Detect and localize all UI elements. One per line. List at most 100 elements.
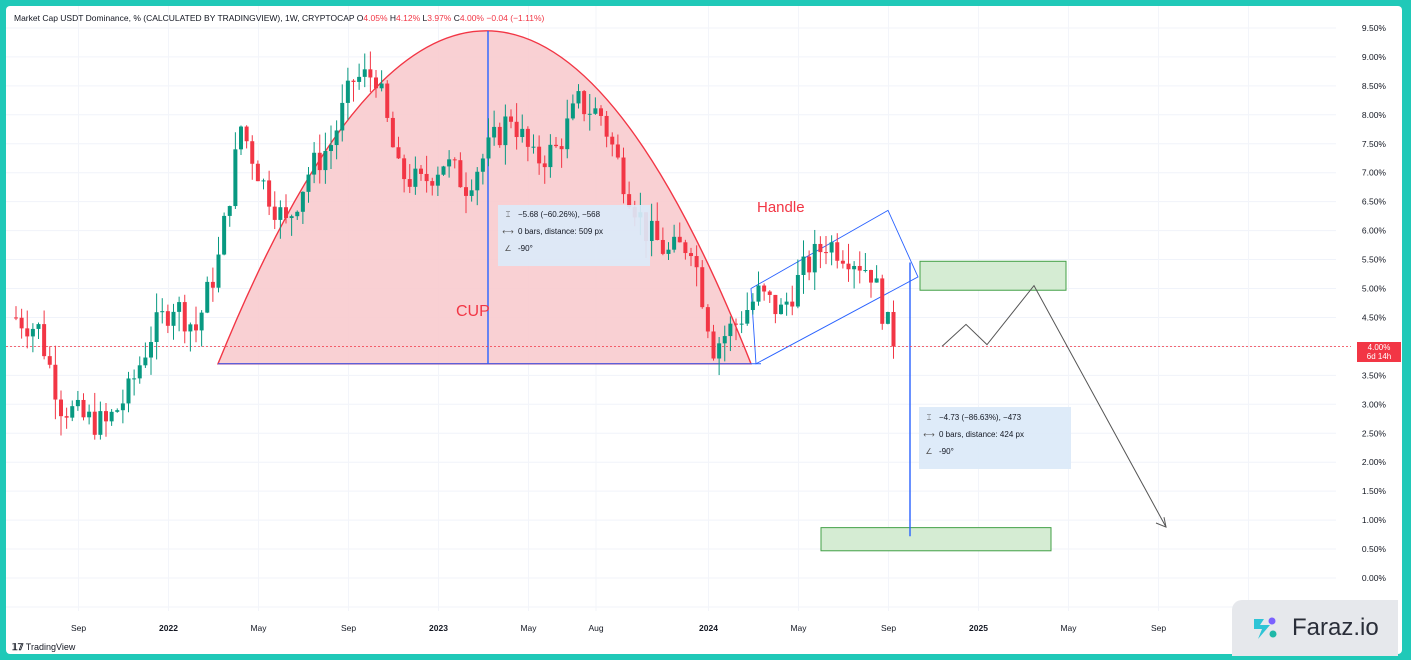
candle-body bbox=[424, 173, 429, 182]
candle-body bbox=[525, 128, 530, 147]
candle-body bbox=[717, 343, 722, 359]
x-tick-label: Sep bbox=[881, 623, 896, 633]
faraz-text: Faraz.io bbox=[1292, 614, 1379, 641]
candle-body bbox=[312, 152, 317, 175]
measure-2-bars: 0 bars, distance: 424 px bbox=[939, 430, 1024, 439]
candle-body bbox=[469, 190, 474, 196]
close-label: C bbox=[453, 13, 460, 23]
candle-body bbox=[300, 191, 305, 212]
x-tick-label: Sep bbox=[341, 623, 356, 633]
y-tick-label: 6.50% bbox=[1362, 197, 1387, 207]
candle-body bbox=[497, 126, 502, 146]
candle-body bbox=[559, 146, 564, 150]
candle-body bbox=[205, 281, 210, 313]
resistance-zone bbox=[919, 260, 1067, 291]
y-tick-label: 9.00% bbox=[1362, 52, 1387, 62]
candle-body bbox=[756, 285, 761, 302]
candle-body bbox=[587, 113, 592, 115]
candle-body bbox=[250, 141, 255, 164]
x-tick-label: 2023 bbox=[429, 623, 448, 633]
x-tick-label: 2024 bbox=[699, 623, 718, 633]
target-zone bbox=[820, 527, 1052, 552]
y-tick-label: 8.00% bbox=[1362, 110, 1387, 120]
candle-body bbox=[683, 242, 688, 254]
candle-body bbox=[509, 116, 513, 122]
high-label: H bbox=[389, 13, 397, 23]
candle-body bbox=[126, 378, 131, 404]
candle-body bbox=[368, 69, 373, 78]
candle-body bbox=[728, 323, 733, 337]
measure-box-2: ⌶ −4.73 (−86.63%), −473 ⟷ 0 bars, distance… bbox=[919, 407, 1071, 469]
candle-body bbox=[801, 256, 806, 275]
candle-body bbox=[576, 91, 581, 104]
measure-box-1: ⌶ −5.68 (−60.26%), −568 ⟷ 0 bars, distance… bbox=[498, 205, 650, 266]
candle-body bbox=[762, 285, 767, 292]
candle-body bbox=[289, 216, 294, 219]
candle-body bbox=[846, 263, 851, 270]
faraz-logo-icon bbox=[1254, 617, 1277, 639]
y-tick-label: 5.50% bbox=[1362, 255, 1387, 265]
measure-1-bars: 0 bars, distance: 509 px bbox=[518, 227, 603, 236]
bars-range-icon: ⟷ bbox=[923, 430, 935, 439]
candle-body bbox=[199, 312, 204, 331]
x-tick-label: Sep bbox=[1151, 623, 1166, 633]
candle-body bbox=[891, 311, 896, 347]
candle-body bbox=[818, 243, 823, 253]
candle-body bbox=[570, 103, 575, 119]
y-tick-label: 1.00% bbox=[1362, 515, 1387, 525]
candle-body bbox=[413, 168, 418, 187]
candle-body bbox=[402, 158, 407, 180]
candle-body bbox=[885, 311, 890, 324]
candle-body bbox=[745, 310, 750, 324]
drawings-back bbox=[6, 30, 1351, 552]
candle-body bbox=[520, 128, 525, 138]
candle-body bbox=[767, 291, 772, 295]
candle-body bbox=[711, 331, 716, 359]
tradingview-logo[interactable]: 𝟙𝟟 TradingView bbox=[12, 642, 75, 653]
candle-body bbox=[227, 206, 232, 216]
candle-body bbox=[233, 149, 238, 207]
y-tick-label: 5.00% bbox=[1362, 284, 1387, 294]
price-chart[interactable]: 9.50% 9.00% 8.50% 8.00% 7.50% 7.00% 6.50% 6.00%… bbox=[6, 6, 1402, 654]
low-label: L bbox=[422, 13, 428, 23]
candle-body bbox=[149, 342, 153, 358]
y-tick-label: 3.50% bbox=[1362, 370, 1387, 380]
candle-body bbox=[857, 265, 862, 271]
x-tick-label: 2025 bbox=[969, 623, 988, 633]
candle-body bbox=[880, 278, 885, 324]
candle-body bbox=[419, 168, 423, 174]
candle-body bbox=[666, 249, 671, 254]
y-axis: 9.50% 9.00% 8.50% 8.00% 7.50% 7.00% 6.50% 6.00%… bbox=[1359, 23, 1386, 612]
candle-body bbox=[452, 159, 457, 161]
candle-body bbox=[47, 356, 52, 365]
bars-range-icon: ⟷ bbox=[502, 227, 514, 236]
x-axis: Sep 2022 May Sep 2023 May Aug 2024 May Sep 2025 May… bbox=[71, 623, 1258, 633]
candle-body bbox=[722, 336, 727, 344]
y-tick-label: 0.50% bbox=[1362, 544, 1387, 554]
candle-body bbox=[874, 278, 879, 283]
y-tick-label: 4.50% bbox=[1362, 312, 1387, 322]
candle-body bbox=[132, 378, 137, 380]
x-tick-label: May bbox=[250, 623, 267, 633]
y-tick-label: 6.00% bbox=[1362, 226, 1387, 236]
candle-body bbox=[345, 80, 350, 103]
candle-body bbox=[840, 260, 845, 264]
candle-body bbox=[244, 126, 249, 142]
candle-body bbox=[317, 152, 322, 171]
x-tick-label: May bbox=[790, 623, 807, 633]
y-tick-label: 1.50% bbox=[1362, 486, 1387, 496]
cup-label: CUP bbox=[456, 303, 490, 320]
candle-body bbox=[734, 323, 738, 325]
candle-body bbox=[486, 137, 491, 159]
low-value: 3.97% bbox=[427, 13, 452, 23]
candle-body bbox=[137, 365, 142, 379]
high-value: 4.12% bbox=[396, 13, 421, 23]
candle-body bbox=[480, 158, 485, 172]
candle-body bbox=[773, 294, 778, 315]
candle-body bbox=[407, 179, 412, 187]
candle-body bbox=[14, 317, 18, 319]
candle-body bbox=[779, 304, 783, 315]
candle-body bbox=[261, 180, 266, 182]
candle-body bbox=[329, 145, 333, 152]
tradingview-logo-icon: 𝟙𝟟 bbox=[12, 642, 24, 652]
